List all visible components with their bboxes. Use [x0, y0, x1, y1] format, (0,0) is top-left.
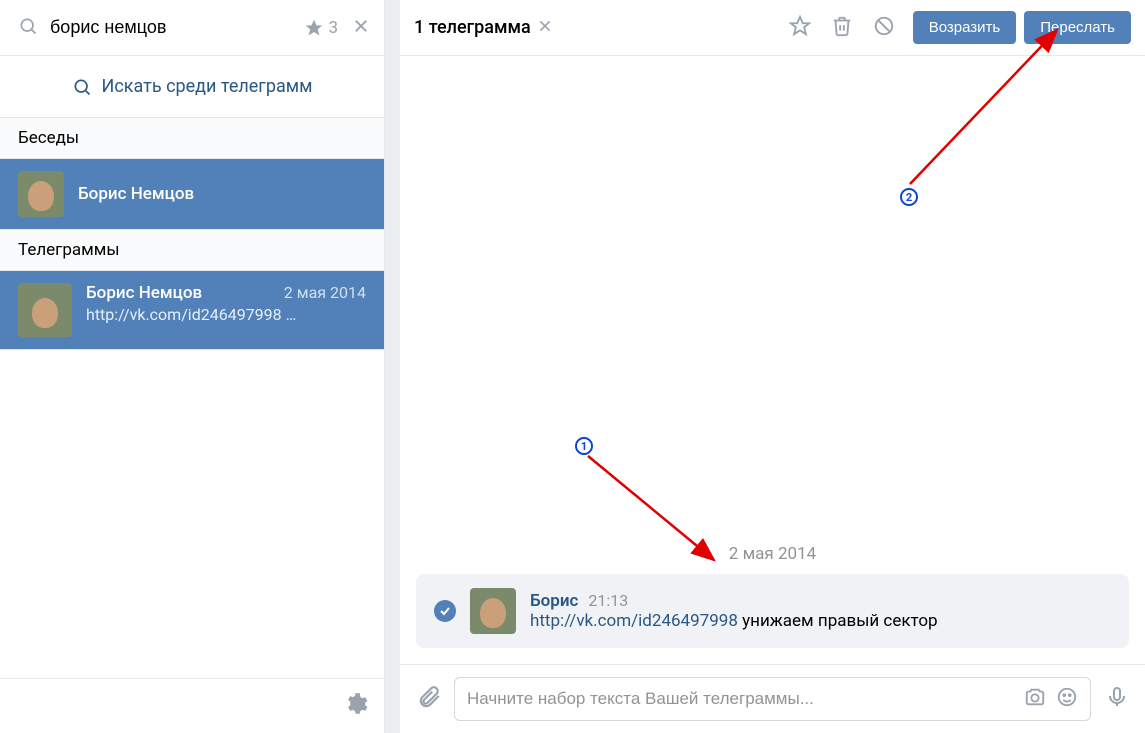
conversation-area: 2 мая 2014 Борис 21:13 http://vk.com/id2… [400, 56, 1145, 664]
conversation-name: Борис Немцов [78, 184, 194, 204]
message-text-tail: унижаем правый сектор [738, 611, 938, 631]
star-count: 3 [328, 18, 338, 38]
column-gap [385, 0, 400, 733]
reply-button[interactable]: Возразить [913, 11, 1017, 44]
section-header-conversations: Беседы [0, 118, 384, 159]
section-header-telegrams: Телеграммы [0, 230, 384, 271]
main-panel: 1 телеграмма Возразить Переслать 2 мая 2… [400, 0, 1145, 733]
compose-input[interactable] [467, 689, 1014, 709]
search-icon [18, 16, 38, 40]
message-time: 21:13 [588, 591, 628, 610]
mic-icon[interactable] [1105, 685, 1129, 713]
selection-title: 1 телеграмма [414, 17, 531, 38]
selected-check-icon[interactable] [434, 600, 456, 622]
avatar[interactable] [470, 588, 516, 634]
camera-icon[interactable] [1024, 686, 1046, 712]
conversation-item[interactable]: Борис Немцов [0, 159, 384, 230]
emoji-icon[interactable] [1056, 686, 1078, 712]
message-author[interactable]: Борис [530, 591, 578, 611]
star-icon[interactable] [789, 15, 811, 41]
message-link[interactable]: http://vk.com/id246497998 [530, 611, 738, 631]
compose-box[interactable] [454, 677, 1091, 721]
search-input[interactable] [50, 17, 304, 38]
sidebar: 3 Искать среди телеграмм Беседы Борис Не… [0, 0, 385, 733]
attach-icon[interactable] [416, 684, 442, 714]
block-icon[interactable] [873, 15, 895, 41]
sidebar-footer [0, 678, 384, 733]
main-header: 1 телеграмма Возразить Переслать [400, 0, 1145, 56]
search-link-label: Искать среди телеграмм [102, 76, 313, 97]
search-row: 3 [0, 0, 384, 56]
avatar [18, 171, 64, 217]
search-among-telegrams-link[interactable]: Искать среди телеграмм [0, 56, 384, 118]
annotation-badge-1: 1 [575, 437, 593, 455]
annotation-badge-2: 2 [900, 188, 918, 206]
gear-icon[interactable] [342, 691, 368, 721]
composer [400, 664, 1145, 733]
trash-icon[interactable] [831, 15, 853, 41]
telegram-preview: http://vk.com/id246497998 … [86, 305, 366, 324]
message-row[interactable]: Борис 21:13 http://vk.com/id246497998 ун… [416, 574, 1129, 648]
telegram-author: Борис Немцов [86, 283, 202, 303]
star-count-badge[interactable]: 3 [304, 18, 338, 38]
avatar [18, 283, 72, 337]
forward-button[interactable]: Переслать [1024, 11, 1131, 44]
date-divider: 2 мая 2014 [416, 544, 1129, 564]
deselect-icon[interactable] [537, 18, 553, 38]
clear-search-icon[interactable] [348, 13, 374, 43]
telegram-date: 2 мая 2014 [284, 283, 366, 302]
telegram-item[interactable]: Борис Немцов 2 мая 2014 http://vk.com/id… [0, 271, 384, 350]
message-text: http://vk.com/id246497998 унижаем правый… [530, 611, 1111, 631]
